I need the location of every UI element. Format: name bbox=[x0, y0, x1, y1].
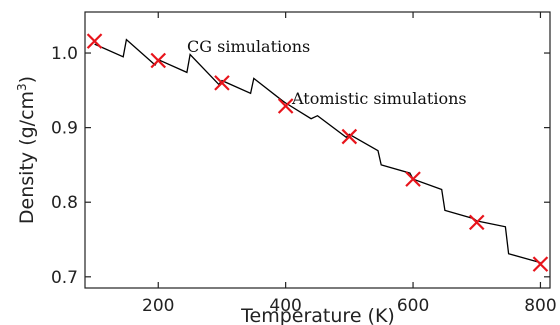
annotation-cg: CG simulations bbox=[187, 37, 310, 56]
axis-ticks: 200 400 600 800 0.7 0.8 0.9 1.0 bbox=[51, 12, 557, 316]
y-tick-label: 0.8 bbox=[51, 193, 78, 213]
data-point-atomistic bbox=[532, 256, 549, 272]
data-point-atomistic bbox=[214, 75, 230, 91]
series-layer bbox=[86, 33, 549, 272]
y-tick-label: 0.9 bbox=[51, 119, 78, 139]
plot-frame bbox=[84, 11, 551, 289]
series-line-cg-simulations bbox=[94, 38, 541, 264]
y-axis-label-close: ) bbox=[16, 76, 38, 83]
x-tick-label: 800 bbox=[524, 296, 556, 316]
x-axis-label: Temperature (K) bbox=[240, 305, 395, 325]
x-tick-label: 200 bbox=[142, 296, 174, 316]
data-point-atomistic bbox=[468, 214, 485, 231]
data-point-atomistic bbox=[277, 98, 294, 114]
y-tick-label: 0.7 bbox=[51, 268, 78, 288]
x-tick-label: 600 bbox=[397, 296, 429, 316]
data-point-atomistic bbox=[341, 128, 358, 145]
y-axis-label-sup: 3 bbox=[15, 83, 29, 91]
annotation-atomistic: Atomistic simulations bbox=[291, 89, 467, 108]
y-axis-label: Density (g/cm3) bbox=[15, 76, 38, 224]
y-tick-label: 1.0 bbox=[51, 44, 78, 64]
data-point-atomistic bbox=[86, 33, 103, 49]
x-tick-label: 400 bbox=[269, 296, 301, 316]
data-point-atomistic bbox=[405, 171, 421, 187]
y-axis-label-main: Density (g/cm bbox=[16, 91, 38, 224]
data-point-atomistic bbox=[150, 52, 167, 69]
